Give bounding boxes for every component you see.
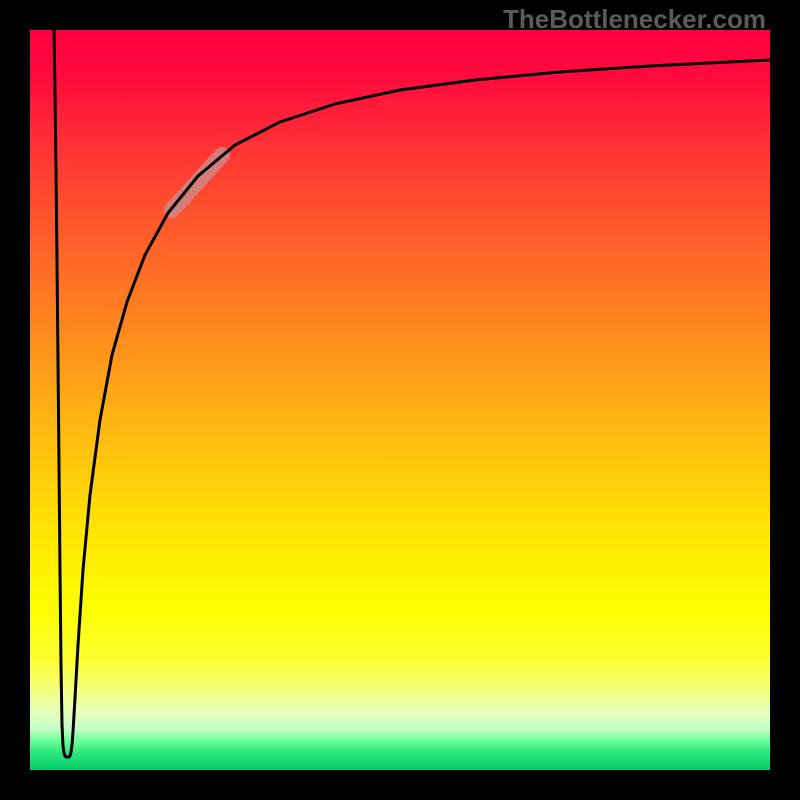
curve-layer: [30, 30, 770, 770]
frame-border-right: [770, 0, 800, 800]
chart-container: TheBottlenecker.com: [0, 0, 800, 800]
bottleneck-curve: [54, 30, 770, 757]
frame-border-left: [0, 0, 30, 800]
plot-area: [30, 30, 770, 770]
watermark-text: TheBottlenecker.com: [503, 4, 766, 35]
frame-border-bottom: [0, 770, 800, 800]
